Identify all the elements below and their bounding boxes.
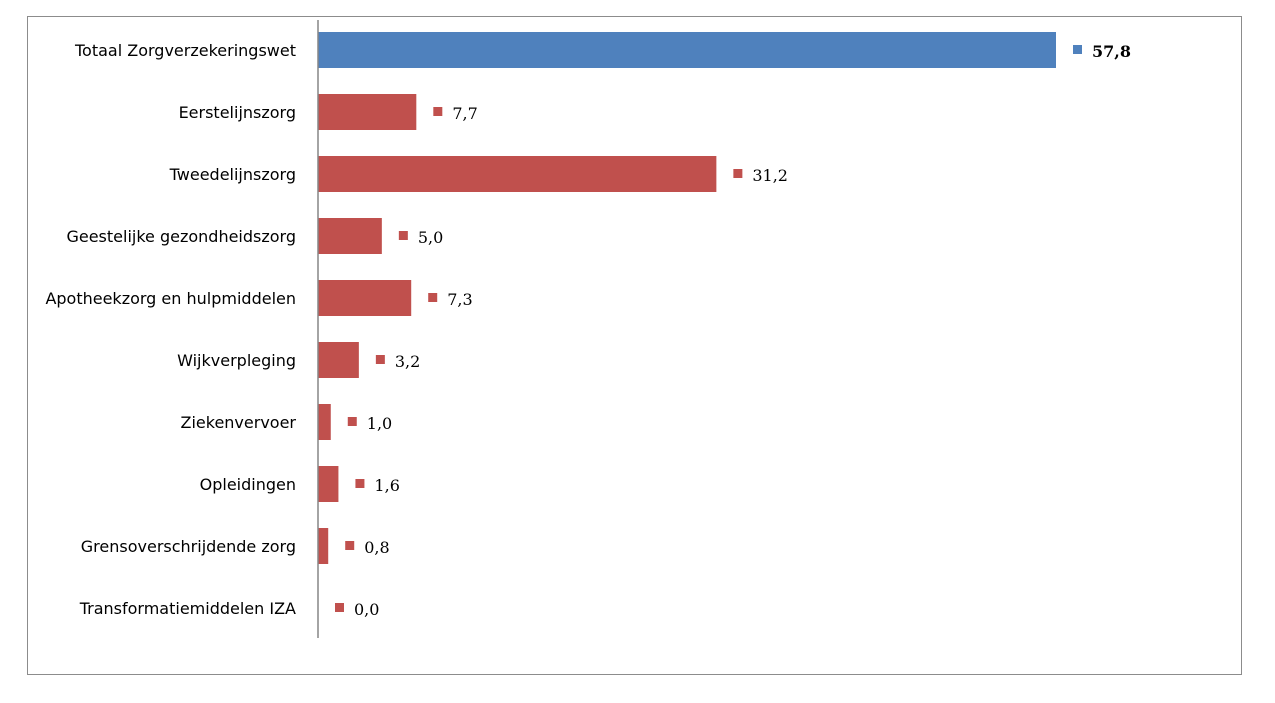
data-label: 1,0 bbox=[367, 414, 392, 433]
bar bbox=[318, 32, 1056, 68]
bar bbox=[318, 342, 359, 378]
bar bbox=[318, 156, 717, 192]
data-label: 3,2 bbox=[395, 352, 420, 371]
value-marker bbox=[1073, 45, 1082, 54]
data-label: 1,6 bbox=[374, 476, 399, 495]
value-marker bbox=[398, 231, 408, 240]
data-label: 7,7 bbox=[452, 104, 477, 123]
data-label: 31,2 bbox=[752, 166, 788, 185]
data-label: 0,0 bbox=[354, 600, 379, 619]
data-label: 57,8 bbox=[1092, 42, 1131, 61]
value-marker bbox=[335, 603, 344, 612]
bar bbox=[318, 466, 339, 502]
bar bbox=[318, 404, 331, 440]
category-label: Totaal Zorgverzekeringswet bbox=[74, 41, 296, 60]
value-marker bbox=[733, 169, 743, 178]
bars-layer bbox=[318, 32, 1056, 564]
value-marker bbox=[433, 107, 443, 116]
category-label: Apotheekzorg en hulpmiddelen bbox=[45, 289, 296, 308]
bar bbox=[318, 218, 382, 254]
value-marker bbox=[347, 417, 357, 426]
category-label: Opleidingen bbox=[200, 475, 296, 494]
bar bbox=[318, 94, 417, 130]
category-label: Wijkverpleging bbox=[177, 351, 296, 370]
category-label: Geestelijke gezondheidszorg bbox=[66, 227, 296, 246]
category-label: Grensoverschrijdende zorg bbox=[81, 537, 296, 556]
bar bbox=[318, 280, 412, 316]
data-label: 5,0 bbox=[418, 228, 443, 247]
category-label: Ziekenvervoer bbox=[181, 413, 297, 432]
data-label: 0,8 bbox=[364, 538, 389, 557]
value-marker bbox=[355, 479, 365, 488]
data-label: 7,3 bbox=[447, 290, 472, 309]
value-marker bbox=[345, 541, 355, 550]
bar bbox=[318, 528, 329, 564]
value-marker bbox=[428, 293, 438, 302]
category-label: Transformatiemiddelen IZA bbox=[79, 599, 296, 618]
chart-frame bbox=[27, 16, 1242, 675]
category-label: Eerstelijnszorg bbox=[179, 103, 296, 122]
category-label: Tweedelijnszorg bbox=[169, 165, 296, 184]
value-marker bbox=[375, 355, 385, 364]
labels-layer: Totaal Zorgverzekeringswet 57,8 Eerstelijn… bbox=[45, 41, 1131, 619]
